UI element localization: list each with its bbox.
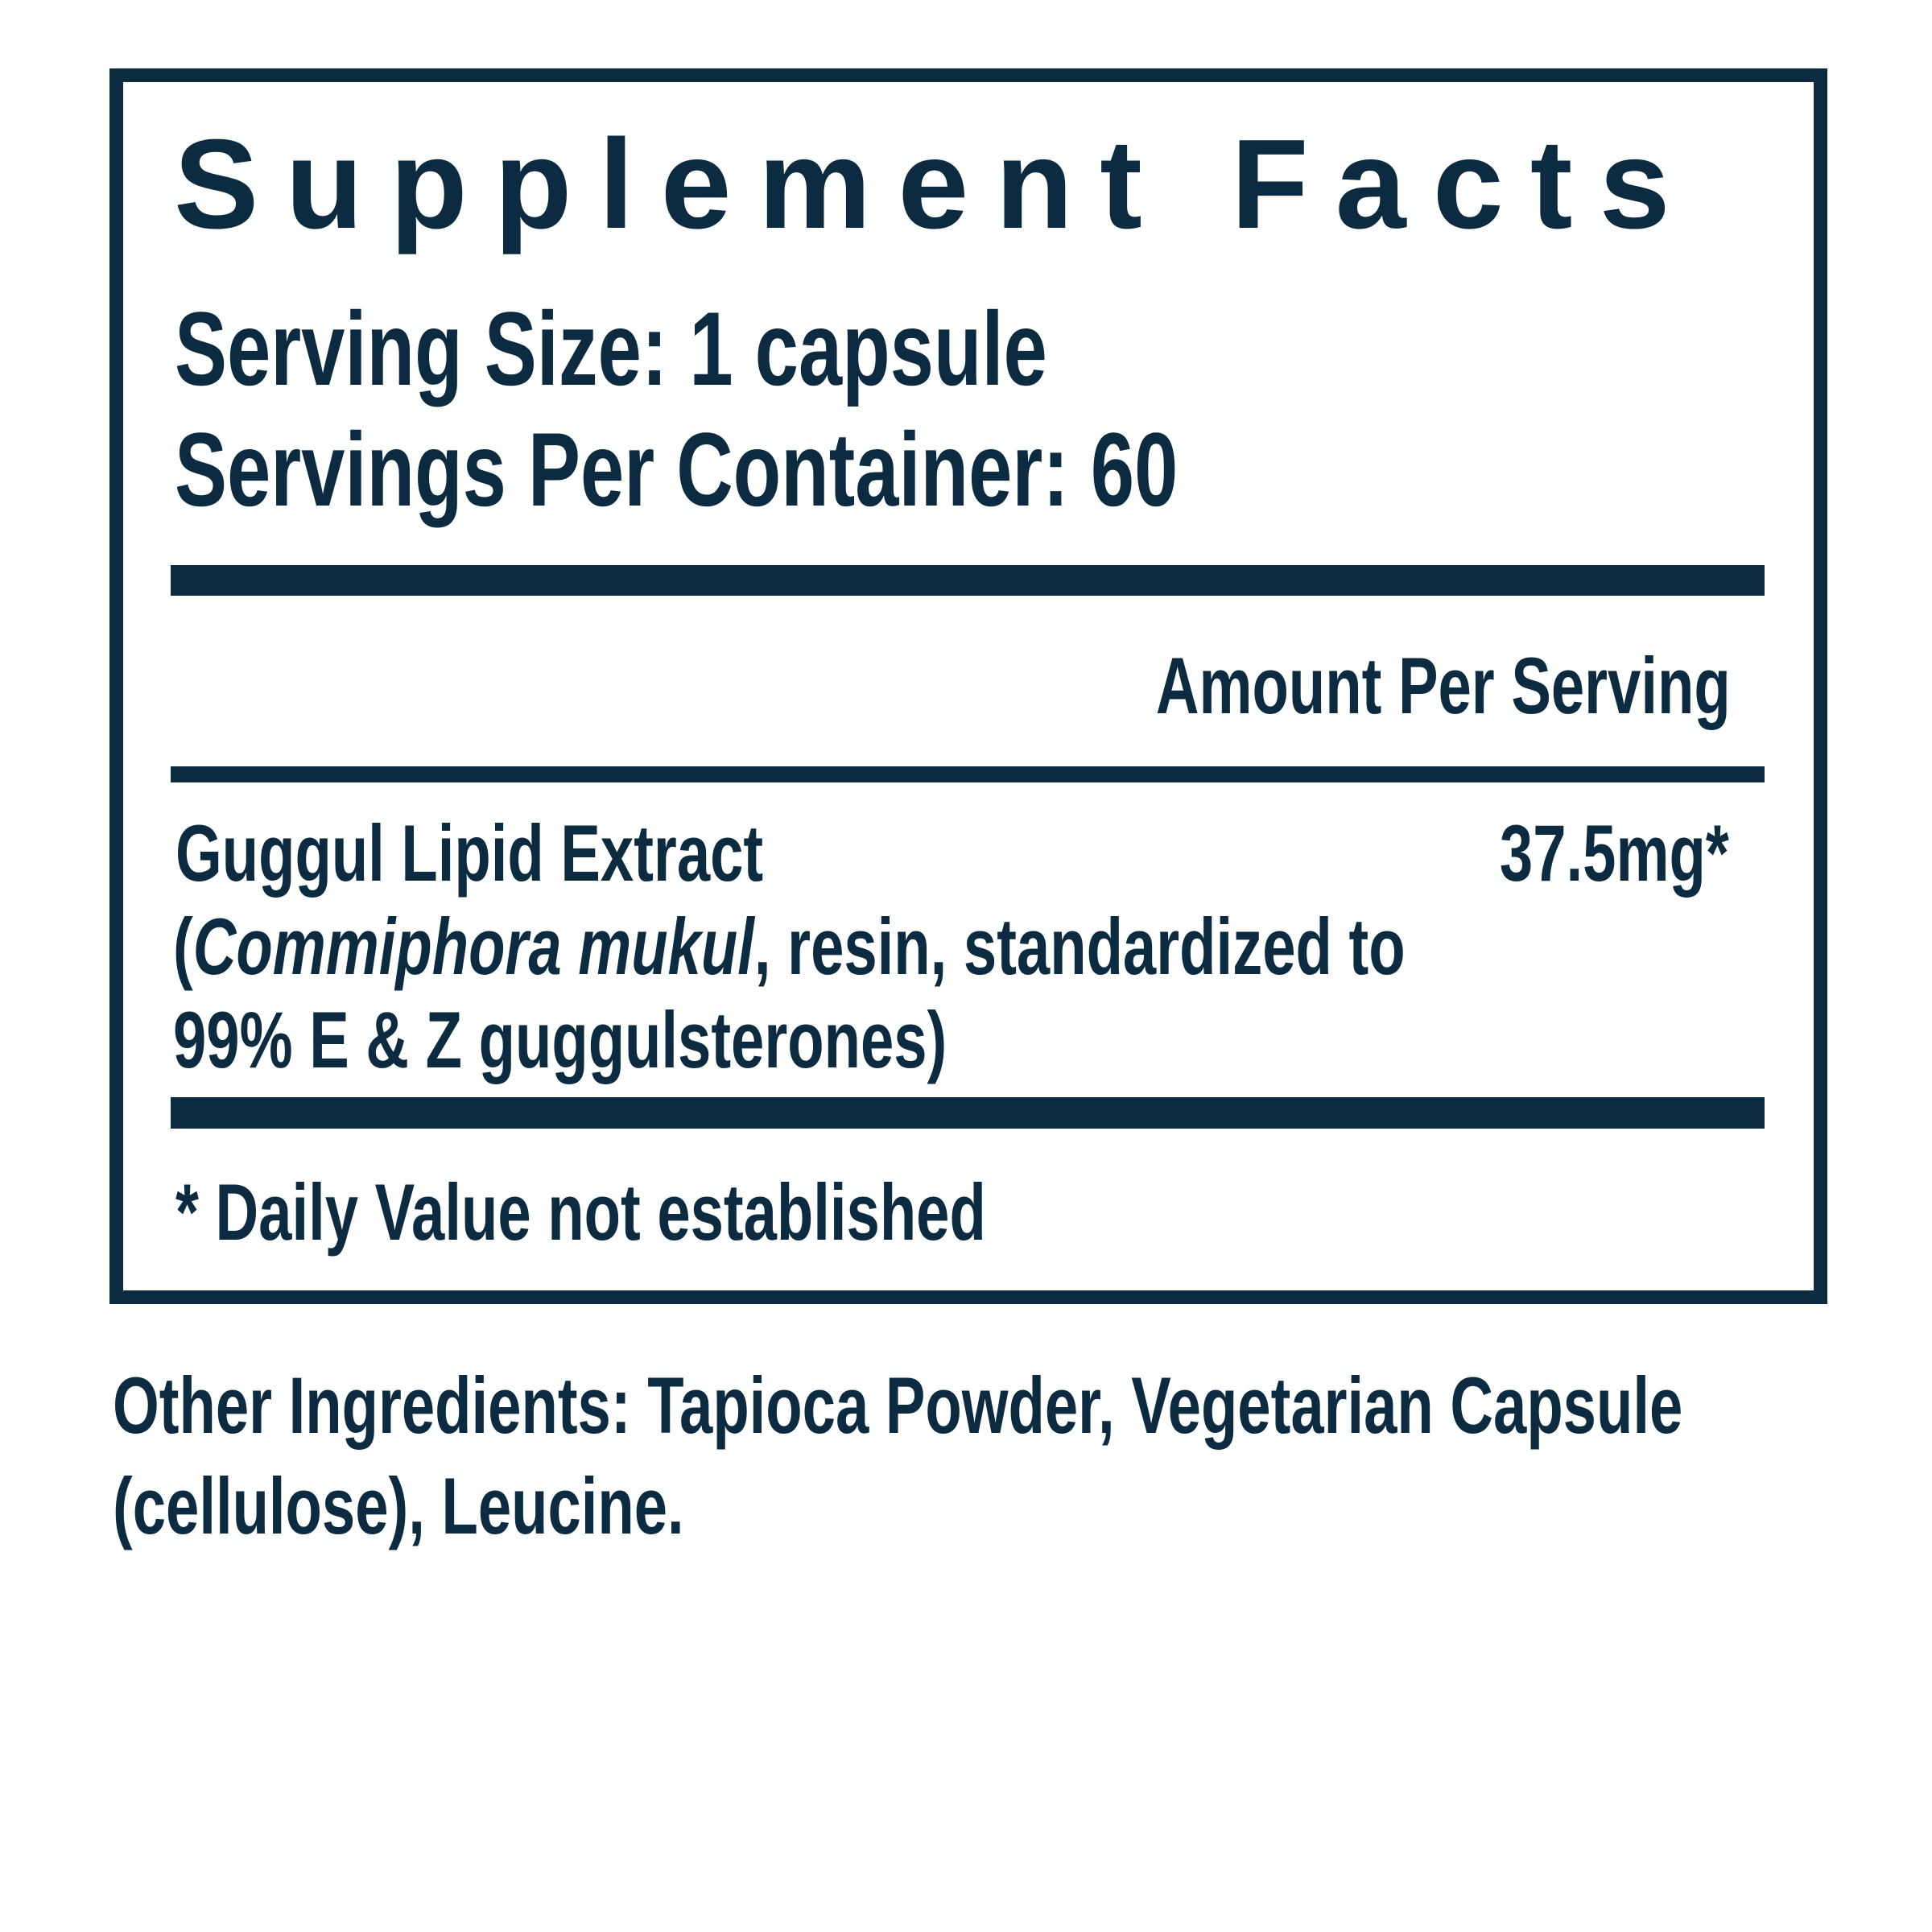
description-rest: , resin, standardized to	[753, 902, 1406, 991]
servings-per-container-text: Servings Per Container: 60	[175, 411, 1179, 528]
separator-bar-thick-bottom	[171, 1097, 1765, 1129]
amount-per-serving-text: Amount Per Serving	[1156, 641, 1731, 730]
other-ingredients-line-1: Other Ingredients: Tapioca Powder, Veget…	[113, 1365, 1932, 1445]
other-ingredients-line-1-text: Other Ingredients: Tapioca Powder, Veget…	[113, 1360, 1683, 1450]
daily-value-footnote-text: * Daily Value not established	[175, 1167, 986, 1257]
serving-size-text: Serving Size: 1 capsule	[175, 290, 1047, 407]
amount-per-serving-header: Amount Per Serving	[964, 646, 1731, 725]
description-prefix: (	[173, 902, 193, 991]
panel-title: Supplement Facts	[174, 114, 1697, 255]
separator-bar-thick-top	[171, 565, 1765, 596]
ingredient-description-line-1-text: (Commiphora mukul, resin, standardized t…	[173, 906, 1406, 986]
description-latin-name: Commiphora mukul	[192, 902, 754, 991]
other-ingredients-line-2-text: (cellulose), Leucine.	[113, 1461, 684, 1550]
ingredient-name-text: Guggul Lipid Extract	[175, 808, 764, 898]
servings-per-container-line: Servings Per Container: 60	[175, 417, 1513, 522]
supplement-facts-panel: Supplement Facts Serving Size: 1 capsule…	[109, 68, 1827, 1304]
other-ingredients-line-2: (cellulose), Leucine.	[113, 1466, 874, 1546]
ingredient-description-line-2-text: 99% E & Z guggulsterones)	[173, 995, 947, 1084]
ingredient-description-line-2: 99% E & Z guggulsterones)	[173, 1000, 1205, 1080]
ingredient-description-line-1: (Commiphora mukul, resin, standardized t…	[173, 906, 1816, 986]
ingredient-name: Guggul Lipid Extract	[175, 813, 960, 893]
serving-size-line: Serving Size: 1 capsule	[175, 296, 1338, 401]
separator-bar-thin	[171, 766, 1765, 782]
ingredient-amount-text: 37.5mg*	[1500, 808, 1729, 898]
ingredient-amount: 37.5mg*	[1423, 813, 1729, 893]
daily-value-footnote: * Daily Value not established	[175, 1172, 1256, 1252]
